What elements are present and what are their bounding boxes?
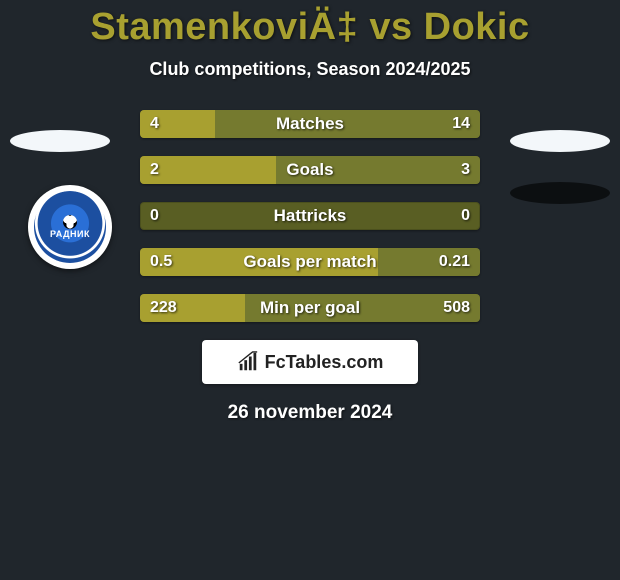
stat-value-left: 2 <box>150 161 159 179</box>
player-right-pill <box>510 130 610 152</box>
page-title: StamenkoviÄ‡ vs Dokic <box>0 0 620 49</box>
stat-value-right: 0 <box>461 207 470 225</box>
stat-label: Hattricks <box>274 206 347 226</box>
soccer-ball-icon <box>63 215 77 229</box>
bar-chart-icon <box>237 351 259 373</box>
player-right-shadow <box>510 182 610 204</box>
stat-value-left: 0 <box>150 207 159 225</box>
brand-box[interactable]: FcTables.com <box>202 340 418 384</box>
stat-row: 0 0 Hattricks <box>140 202 480 230</box>
brand-text: FcTables.com <box>265 352 384 373</box>
stat-value-right: 3 <box>461 161 470 179</box>
snapshot-date: 26 november 2024 <box>0 402 620 424</box>
stat-value-left: 4 <box>150 115 159 133</box>
stat-value-right: 0.21 <box>439 253 470 271</box>
page-subtitle: Club competitions, Season 2024/2025 <box>0 59 620 80</box>
comparison-panel: РАДНИК 414Matches23Goals00Hattricks0.50.… <box>0 110 620 424</box>
stat-fill-right <box>215 110 480 138</box>
club-badge-left: РАДНИК <box>28 185 112 269</box>
stat-value-right: 508 <box>443 299 470 317</box>
stat-label: Goals per match <box>243 252 376 272</box>
stat-label: Goals <box>286 160 333 180</box>
stat-row: 228 508 Min per goal <box>140 294 480 322</box>
stat-value-left: 0.5 <box>150 253 172 271</box>
stat-bars: 4 14 Matches 2 3 Goals 0 0 Hattricks 0.5 0.21 Goals… <box>140 110 480 322</box>
club-badge-graphic: РАДНИК <box>34 191 106 263</box>
stat-row: 0.5 0.21 Goals per match <box>140 248 480 276</box>
stat-label: Matches <box>276 114 344 134</box>
player-left-pill <box>10 130 110 152</box>
stat-label: Min per goal <box>260 298 360 318</box>
club-name-top: РАДНИК <box>50 230 90 239</box>
stat-value-right: 14 <box>452 115 470 133</box>
stat-row: 4 14 Matches <box>140 110 480 138</box>
stat-value-left: 228 <box>150 299 177 317</box>
stat-row: 2 3 Goals <box>140 156 480 184</box>
stat-fill-left <box>140 156 276 184</box>
